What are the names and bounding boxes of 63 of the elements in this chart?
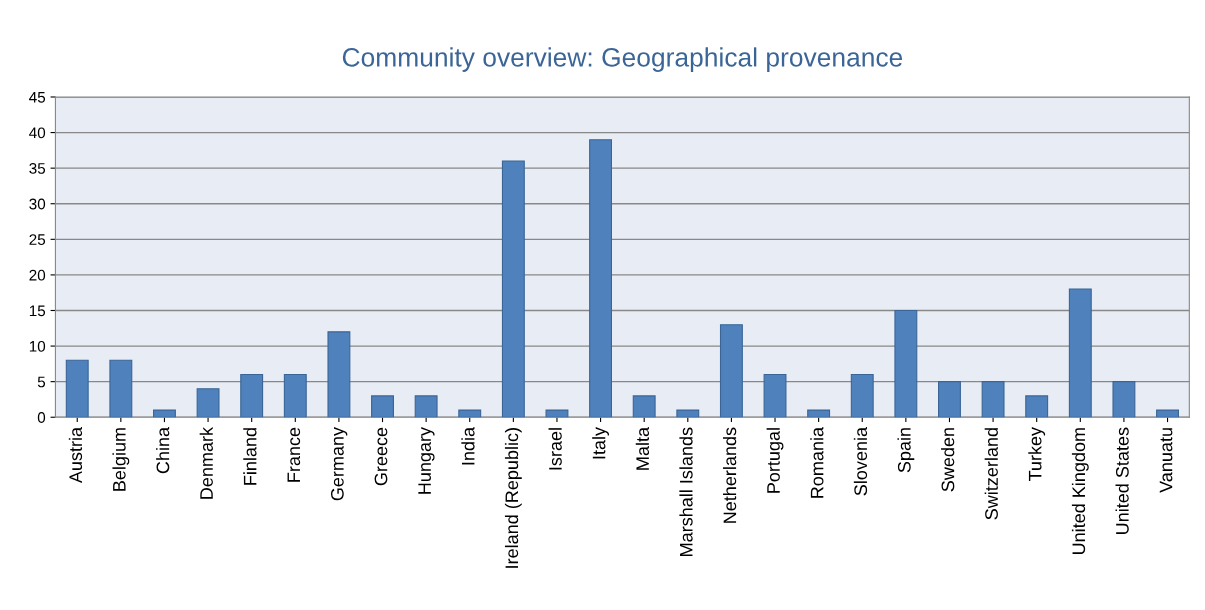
bar [676, 409, 700, 418]
y-tick-label: 10 [29, 340, 46, 352]
bar [1156, 409, 1179, 418]
x-tick-label: Slovenia [853, 426, 868, 496]
y-tick-label: 35 [29, 163, 46, 174]
bar [283, 373, 307, 418]
x-tick-label: Italy [592, 426, 609, 459]
bar [1025, 395, 1049, 418]
bar [371, 395, 394, 418]
x-tick-label: Israel [548, 428, 562, 470]
x-tick-label: Ireland (Republic) [504, 428, 522, 568]
chart-title: Community overview: Geographical provenance [342, 47, 903, 72]
y-tick-label: 40 [29, 127, 46, 139]
bar [545, 409, 569, 418]
bar [109, 359, 133, 418]
x-tick-label: United States [1115, 427, 1129, 534]
bar [763, 373, 787, 418]
bar [327, 331, 351, 418]
bar [1112, 381, 1136, 418]
x-tick-label: Vanuatu [1159, 428, 1173, 493]
bar [240, 373, 264, 418]
x-tick-label: Belgium [112, 428, 130, 491]
bar [719, 324, 743, 418]
bar [807, 409, 831, 418]
bar [501, 160, 525, 418]
x-tick-label: Turkey [1028, 426, 1046, 482]
x-tick-label: Malta [635, 426, 650, 470]
x-tick-label: Sweden [941, 428, 955, 492]
y-tick-label: 45 [29, 92, 46, 103]
bar [153, 409, 176, 418]
bar [632, 395, 656, 418]
x-tick-label: Netherlands [723, 427, 737, 523]
y-tick-label: 0 [37, 412, 46, 423]
x-tick-label: Switzerland [984, 428, 998, 520]
bar [196, 388, 220, 418]
x-tick-label: Austria [68, 426, 83, 484]
bar [414, 395, 438, 418]
bar [458, 409, 482, 418]
x-tick-label: Hungary [418, 426, 435, 494]
bar [65, 359, 89, 418]
y-tick-label: 20 [29, 269, 46, 281]
x-tick-label: Romania [810, 426, 824, 498]
x-tick-label: India [461, 426, 475, 465]
x-tick-label: Greece [374, 427, 388, 486]
x-tick-label: United Kingdom [1071, 428, 1089, 555]
x-tick-label: Marshall Islands [679, 427, 693, 556]
bar [589, 139, 613, 418]
bar [1068, 288, 1092, 418]
y-tick-label: 5 [37, 376, 46, 388]
y-tick-label: 30 [29, 198, 46, 210]
y-tick-label: 25 [29, 234, 46, 246]
x-tick-label: Spain [897, 428, 915, 473]
x-tick-label: China [156, 426, 170, 474]
bar [981, 381, 1005, 418]
x-tick-label: Portugal [766, 428, 784, 493]
bar [894, 309, 918, 418]
x-tick-label: Denmark [199, 426, 213, 499]
x-tick-label: France [287, 427, 301, 482]
x-tick-label: Finland [243, 428, 257, 485]
y-tick-label: 15 [29, 305, 46, 317]
bar [850, 373, 874, 418]
bar [938, 381, 961, 418]
x-tick-label: Germany [330, 426, 348, 501]
